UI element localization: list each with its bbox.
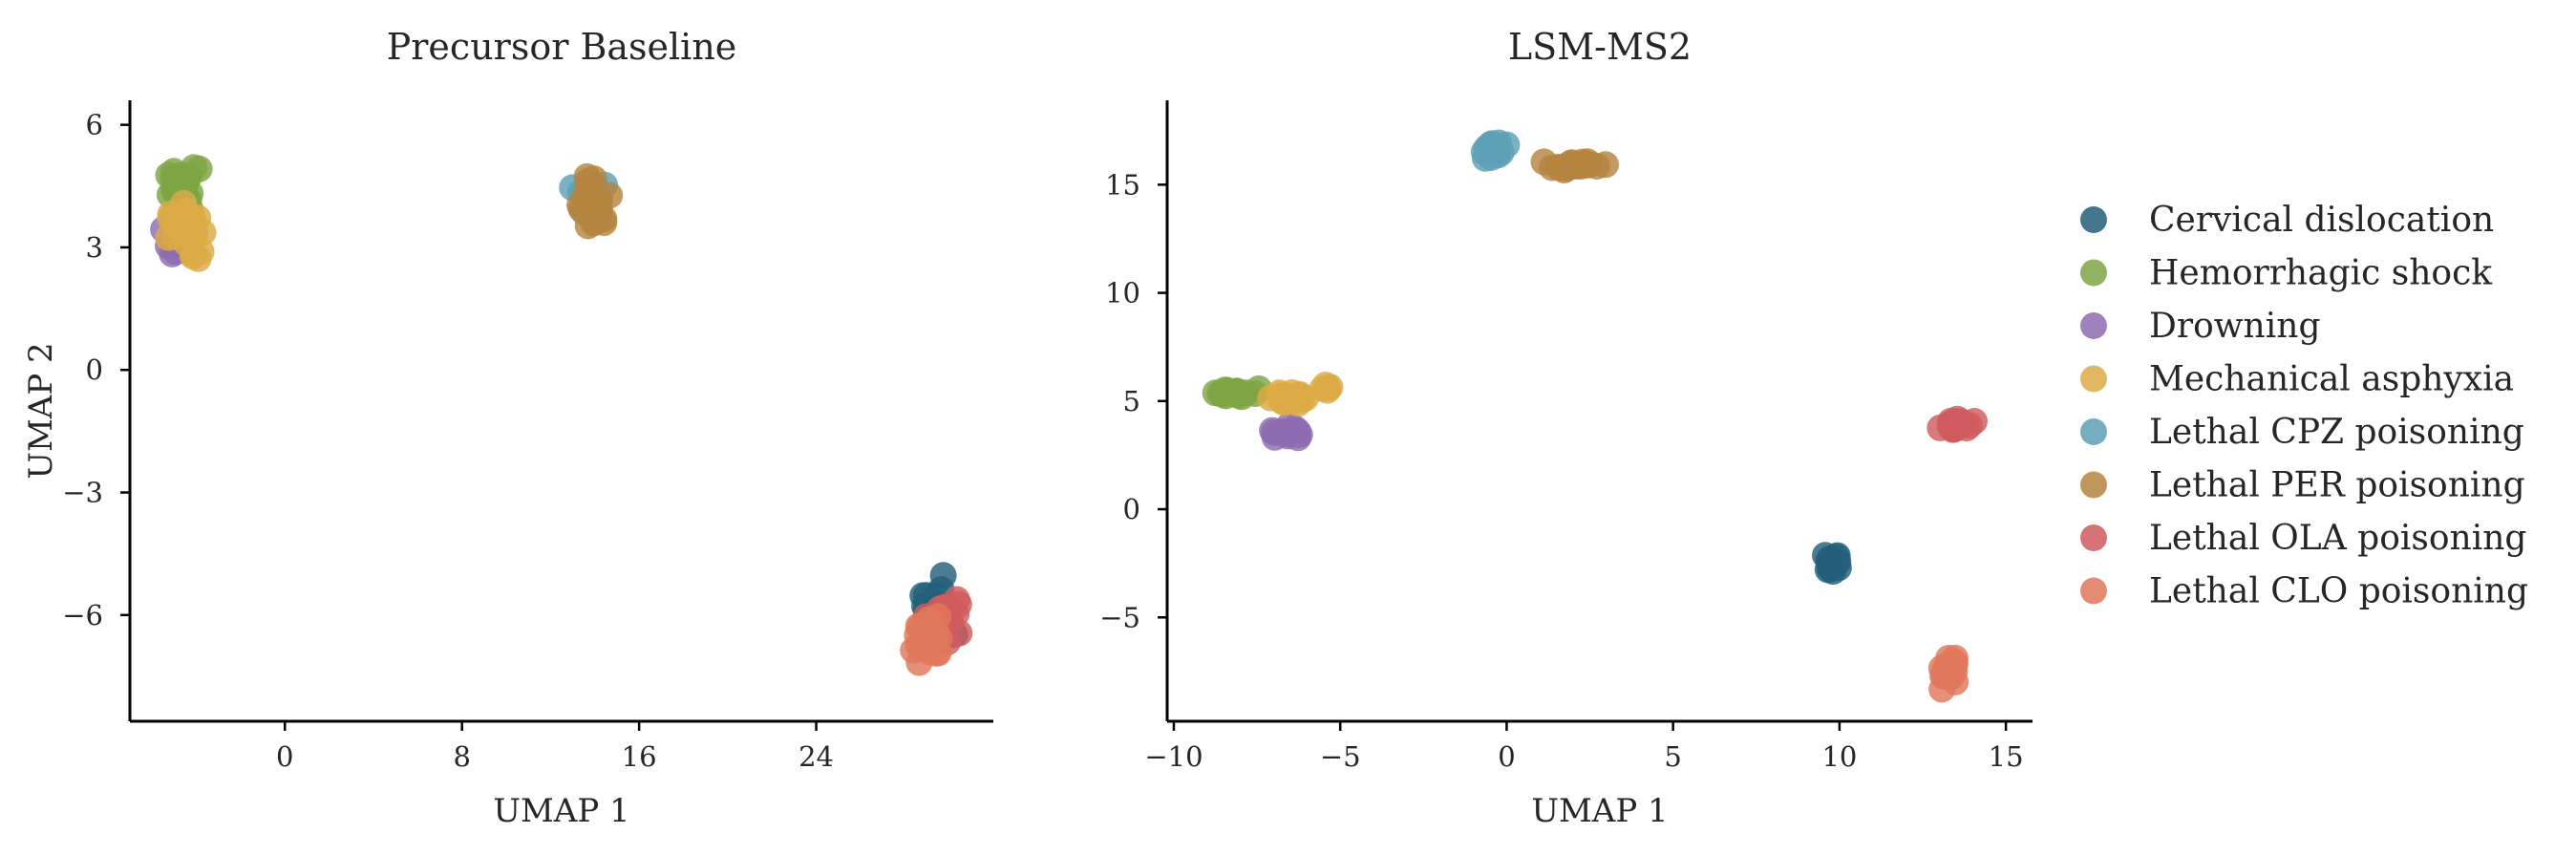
- x-tick-label: 16: [622, 740, 657, 773]
- x-tick-label: −10: [1144, 740, 1203, 773]
- data-point: [1212, 382, 1240, 410]
- x-tick-label: −5: [1320, 740, 1361, 773]
- legend-marker: [2080, 418, 2107, 445]
- data-point: [1285, 424, 1311, 452]
- y-tick-label: 0: [1123, 493, 1140, 525]
- data-point: [1592, 151, 1619, 179]
- chart-title: Precursor Baseline: [387, 26, 737, 68]
- y-tick-label: −3: [62, 477, 103, 509]
- legend-marker: [2080, 471, 2107, 499]
- data-point: [1480, 137, 1507, 164]
- series-drowning: [1259, 412, 1313, 452]
- legend-label: Mechanical asphyxia: [2149, 360, 2514, 399]
- legend-marker: [2080, 206, 2107, 233]
- legend-label: Hemorrhagic shock: [2149, 254, 2493, 293]
- x-axis-label: UMAP 1: [493, 792, 629, 830]
- legend-label: Lethal CPZ poisoning: [2149, 413, 2524, 452]
- series-lethal-ola-poisoning: [1927, 405, 1988, 443]
- x-tick-label: 0: [1498, 740, 1515, 773]
- y-tick-label: −6: [62, 599, 103, 631]
- x-tick-label: 5: [1664, 740, 1681, 773]
- legend-item: Mechanical asphyxia: [2080, 360, 2514, 399]
- series-mechanical-asphyxia: [155, 189, 217, 272]
- series-lethal-per-poisoning: [566, 162, 624, 240]
- x-tick-label: 8: [453, 740, 470, 773]
- data-point: [574, 212, 602, 240]
- data-point: [160, 158, 188, 185]
- data-point: [1937, 411, 1965, 438]
- legend-label: Lethal CLO poisoning: [2149, 572, 2528, 611]
- series-cervical-dislocation: [1812, 542, 1852, 586]
- legend-label: Lethal OLA poisoning: [2149, 519, 2526, 558]
- series-lethal-clo-poisoning: [1927, 644, 1969, 703]
- legend-item: Cervical dislocation: [2080, 201, 2494, 240]
- legend-marker: [2080, 365, 2107, 393]
- legend-label: Cervical dislocation: [2149, 201, 2494, 240]
- legend-item: Lethal CLO poisoning: [2080, 572, 2528, 611]
- y-tick-label: 6: [86, 109, 103, 141]
- legend: Cervical dislocation Hemorrhagic shock Dro…: [2080, 201, 2528, 611]
- legend-marker: [2080, 524, 2107, 551]
- data-point: [1569, 151, 1597, 178]
- chart-panel-1: Precursor Baseline 0 8 16 24 6 3 0 −3 −6 UMAP 1 UMA…: [22, 26, 993, 830]
- chart-panel-2: LSM-MS2 −10 −5 0 5 10 15 15 10 5 0 −5 UMAP 1: [1099, 26, 2033, 830]
- x-axis-label: UMAP 1: [1531, 792, 1668, 830]
- legend-item: Lethal CPZ poisoning: [2080, 413, 2524, 452]
- data-point: [1941, 651, 1969, 678]
- x-tick-label: 15: [1989, 740, 2024, 773]
- series-lethal-per-poisoning: [1530, 148, 1619, 184]
- data-point: [1316, 374, 1344, 401]
- scatter-points: [1202, 129, 1988, 703]
- y-tick-label: 10: [1105, 277, 1140, 310]
- y-tick-label: 15: [1105, 168, 1140, 201]
- x-tick-label: 24: [798, 740, 834, 773]
- legend-label: Drowning: [2149, 307, 2321, 346]
- chart-title: LSM-MS2: [1508, 26, 1692, 68]
- data-point: [574, 168, 601, 196]
- data-point: [184, 204, 212, 232]
- legend-item: Drowning: [2080, 307, 2321, 346]
- series-hemorrhagic-shock: [1202, 374, 1272, 411]
- x-tick-label: 0: [276, 740, 293, 773]
- data-point: [155, 224, 182, 251]
- x-tick-label: 10: [1821, 740, 1857, 773]
- legend-item: Lethal OLA poisoning: [2080, 519, 2526, 558]
- scatter-points: [150, 154, 973, 676]
- series-lethal-clo-poisoning: [900, 603, 953, 676]
- y-tick-label: 3: [86, 231, 103, 264]
- legend-marker: [2080, 259, 2107, 287]
- y-tick-label: 0: [86, 353, 103, 386]
- series-mechanical-asphyxia: [1257, 372, 1344, 417]
- data-point: [1547, 154, 1575, 182]
- data-point: [1820, 558, 1847, 586]
- data-point: [1285, 381, 1312, 409]
- y-axis-label: UMAP 2: [22, 342, 60, 479]
- y-tick-label: −5: [1099, 601, 1140, 633]
- y-tick-label: 5: [1123, 385, 1140, 417]
- data-point: [585, 188, 611, 216]
- legend-item: Hemorrhagic shock: [2080, 254, 2493, 293]
- legend-label: Lethal PER poisoning: [2149, 466, 2525, 505]
- legend-marker: [2080, 577, 2107, 605]
- data-point: [908, 628, 936, 655]
- series-lethal-cpz-poisoning: [1470, 129, 1521, 172]
- legend-item: Lethal PER poisoning: [2080, 466, 2525, 505]
- legend-marker: [2080, 312, 2107, 339]
- data-point: [179, 243, 206, 270]
